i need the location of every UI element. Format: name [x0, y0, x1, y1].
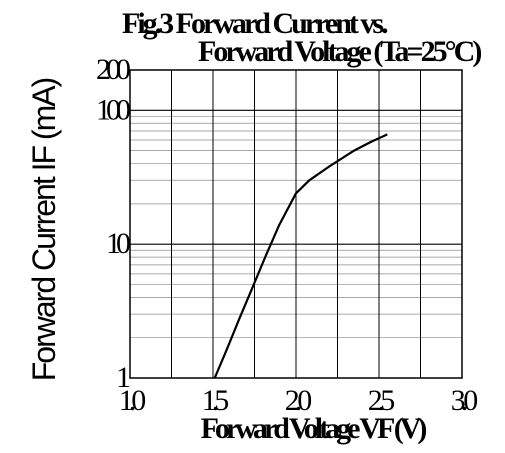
y-tick-label: 200	[96, 53, 130, 86]
y-axis-title: Forward Current IF (mA)	[26, 78, 62, 381]
y-tick-label: 10	[106, 227, 130, 260]
x-axis-title: Forward Voltage VF (V)	[201, 412, 427, 445]
major-gridlines	[130, 70, 462, 378]
y-tick-label: 100	[96, 93, 130, 126]
chart-title-line-1: Fig.3 Forward Current vs.	[122, 7, 388, 40]
chart-title-line-2: Forward Voltage (Ta=25°C)	[198, 35, 481, 68]
x-tick-label: 3.0	[451, 384, 478, 417]
data-series	[213, 133, 388, 379]
chart-title: Fig.3 Forward Current vs. Forward Voltag…	[122, 7, 484, 68]
x-tick-label: 1.0	[119, 384, 146, 417]
plot-frame	[129, 69, 463, 379]
series-line-1	[213, 133, 388, 379]
